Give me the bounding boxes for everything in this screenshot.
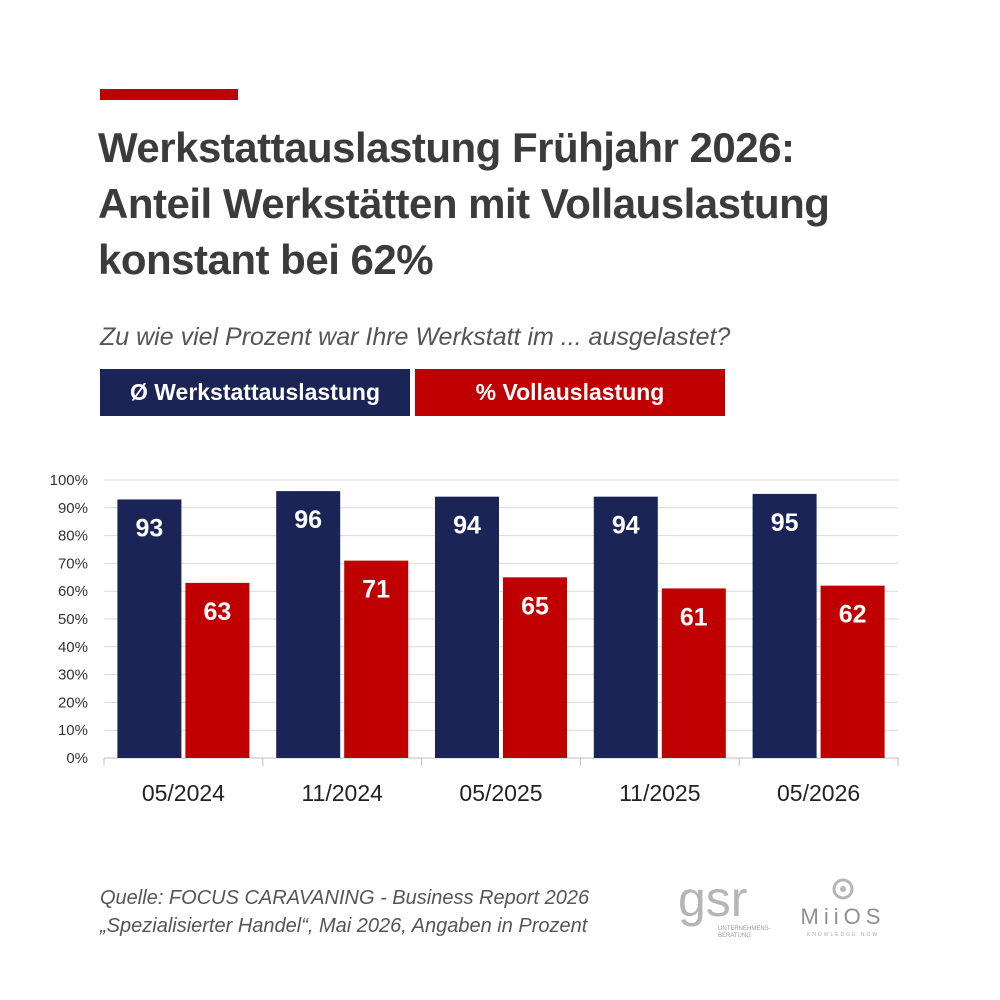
title-line-1: Werkstattauslastung Frühjahr 2026: <box>98 124 795 171</box>
data-label: 61 <box>680 603 708 631</box>
y-tick-label: 100% <box>50 472 88 489</box>
x-tick-label: 05/2025 <box>459 780 542 806</box>
svg-text:MiiOS: MiiOS <box>801 904 886 929</box>
data-label: 94 <box>453 512 481 540</box>
bar-werkstattauslastung <box>117 499 182 758</box>
data-label: 95 <box>771 509 799 537</box>
legend-item-werkstattauslastung: Ø Werkstattauslastung <box>100 369 410 416</box>
title-line-2: Anteil Werkstätten mit Vollauslastung <box>98 180 830 227</box>
x-tick-label: 11/2024 <box>301 780 383 806</box>
data-label: 93 <box>135 514 163 542</box>
page-title: Werkstattauslastung Frühjahr 2026: Antei… <box>98 120 958 288</box>
data-label: 94 <box>612 512 640 540</box>
bar-vollauslastung <box>503 577 567 758</box>
y-tick-label: 70% <box>58 555 88 572</box>
data-label: 65 <box>521 592 549 620</box>
bar-vollauslastung <box>344 560 409 758</box>
source-note: Quelle: FOCUS CARAVANING - Business Repo… <box>100 884 589 940</box>
svg-text:BERATUNG: BERATUNG <box>718 933 751 939</box>
source-line-1: Quelle: FOCUS CARAVANING - Business Repo… <box>100 887 590 909</box>
miios-logo: MiiOS KNOWLEDGE NOW <box>801 878 886 938</box>
source-line-2: „Spezialisierter Handel“, Mai 2026, Anga… <box>100 915 588 937</box>
chart-subtitle: Zu wie viel Prozent war Ihre Werkstatt i… <box>100 323 731 351</box>
svg-text:KNOWLEDGE NOW: KNOWLEDGE NOW <box>807 932 879 938</box>
y-tick-label: 0% <box>66 750 88 767</box>
y-tick-label: 60% <box>58 583 88 600</box>
y-tick-label: 10% <box>58 722 88 739</box>
y-tick-label: 30% <box>58 667 88 684</box>
y-tick-label: 80% <box>58 528 88 545</box>
y-tick-label: 40% <box>58 639 88 656</box>
bar-werkstattauslastung <box>435 496 499 758</box>
x-tick-label: 11/2025 <box>619 780 700 806</box>
bar-werkstattauslastung <box>752 493 817 758</box>
y-tick-label: 50% <box>58 611 88 628</box>
svg-text:UNTERNEHMENS-: UNTERNEHMENS- <box>718 926 771 932</box>
bar-werkstattauslastung <box>593 496 658 758</box>
bar-vollauslastung <box>185 582 250 758</box>
y-tick-label: 90% <box>58 500 88 517</box>
bar-vollauslastung <box>661 588 726 758</box>
y-tick-label: 20% <box>58 694 88 711</box>
x-tick-label: 05/2026 <box>777 780 860 806</box>
data-label: 63 <box>203 598 231 626</box>
data-label: 96 <box>294 506 322 534</box>
title-line-3: konstant bei 62% <box>98 236 434 283</box>
gsr-logo: gsr UNTERNEHMENS- BERATUNG <box>678 876 771 939</box>
data-label: 71 <box>362 576 390 604</box>
data-label: 62 <box>839 601 867 629</box>
legend-item-vollauslastung: % Vollauslastung <box>415 369 725 416</box>
svg-text:gsr: gsr <box>678 876 747 927</box>
bar-vollauslastung <box>820 585 885 758</box>
x-tick-label: 05/2024 <box>142 780 225 806</box>
accent-bar <box>100 89 238 100</box>
bar-werkstattauslastung <box>276 491 341 758</box>
